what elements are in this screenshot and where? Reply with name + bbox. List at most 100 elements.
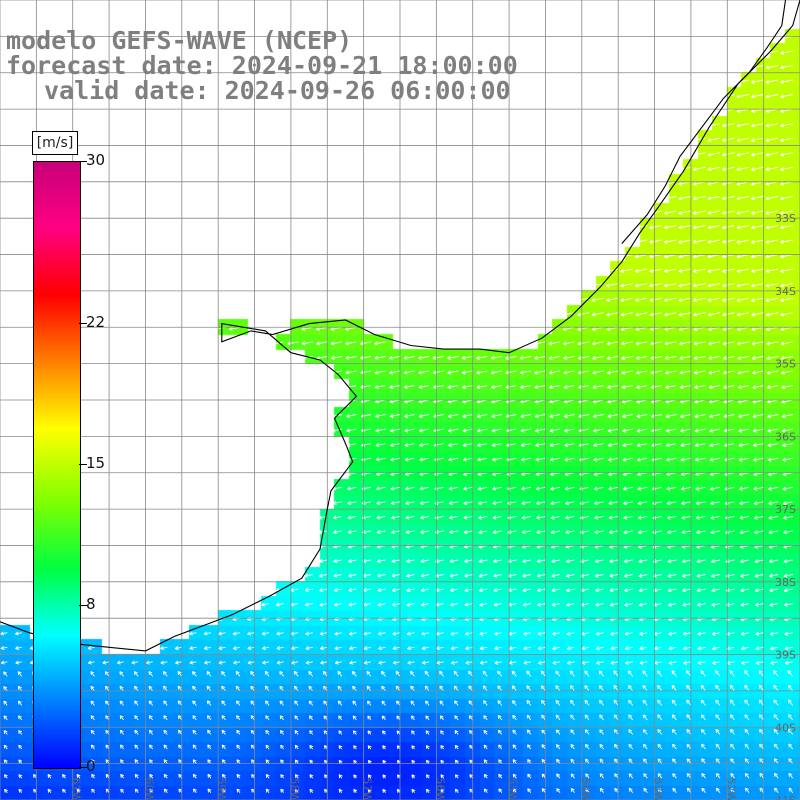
wind-arrow: [552, 660, 561, 665]
wind-arrow: [389, 384, 401, 390]
wind-arrow: [567, 660, 575, 665]
wind-arrow: [381, 700, 386, 706]
wind-arrow: [692, 181, 706, 186]
wind-arrow: [722, 254, 735, 259]
wind-arrow: [375, 413, 386, 419]
wind-arrow: [389, 355, 401, 361]
wind-arrow: [672, 773, 677, 779]
wind-arrow: [657, 787, 663, 793]
wind-arrow: [649, 283, 662, 288]
wind-arrow: [736, 123, 750, 128]
wind-arrow: [624, 646, 633, 651]
wind-arrow: [766, 326, 779, 332]
wind-arrow: [406, 631, 415, 636]
wind-arrow: [765, 94, 779, 99]
wind-arrow: [498, 773, 503, 779]
wind-arrow: [725, 530, 735, 535]
wind-arrow: [766, 355, 779, 361]
wind-arrow: [294, 715, 299, 721]
wind-arrow: [773, 699, 779, 706]
wind-arrow: [759, 743, 764, 750]
colorbar-tick-label: 30: [86, 151, 106, 169]
wind-arrow: [657, 773, 663, 779]
wind-arrow: [562, 326, 575, 332]
wind-arrow: [751, 239, 764, 244]
wind-arrow: [47, 773, 52, 779]
wind-arrow: [522, 573, 531, 578]
wind-arrow: [753, 486, 764, 491]
wind-arrow: [738, 457, 750, 462]
wind-arrow: [389, 370, 401, 375]
wind-arrow: [570, 699, 575, 706]
wind-arrow: [759, 728, 764, 735]
wind-arrow: [338, 715, 343, 721]
wind-arrow: [319, 602, 328, 607]
wind-arrow: [120, 788, 125, 793]
wind-arrow: [700, 714, 706, 721]
wind-arrow: [505, 413, 517, 419]
wind-arrow: [686, 684, 692, 692]
wind-arrow: [710, 486, 721, 491]
wind-arrow: [752, 385, 764, 390]
wind-arrow: [236, 773, 241, 779]
wind-arrow: [584, 743, 590, 750]
wind-arrow: [175, 660, 182, 665]
wind-arrow: [477, 486, 488, 491]
wind-arrow: [526, 699, 532, 706]
wind-arrow: [584, 729, 590, 735]
wind-arrow: [744, 714, 750, 721]
wind-arrow: [692, 195, 706, 201]
wind-arrow: [323, 700, 328, 706]
wind-arrow: [309, 759, 314, 764]
wind-arrow: [678, 254, 691, 259]
wind-arrow: [623, 559, 633, 564]
wind-arrow: [391, 588, 401, 593]
wind-arrow: [565, 573, 575, 578]
wind-arrow: [221, 700, 226, 706]
wind-arrow: [247, 631, 255, 636]
wind-arrow: [692, 166, 706, 172]
wind-arrow: [0, 645, 8, 651]
wind-arrow: [332, 486, 342, 491]
wind-arrow: [192, 715, 197, 721]
wind-arrow: [736, 225, 750, 230]
wind-arrow: [366, 700, 372, 706]
wind-arrow: [697, 646, 706, 651]
colorbar-tick: [79, 605, 87, 607]
wind-arrow: [788, 714, 794, 721]
wind-arrow: [410, 715, 415, 721]
wind-arrow: [454, 788, 459, 793]
wind-arrow: [649, 297, 662, 303]
wind-arrow: [4, 788, 8, 793]
wind-arrow: [773, 714, 779, 721]
wind-arrow: [628, 743, 634, 750]
coastline: [0, 0, 800, 652]
wind-arrow: [280, 774, 285, 779]
wind-arrow: [367, 759, 372, 764]
wind-arrow: [579, 457, 590, 462]
wind-arrow: [421, 646, 430, 651]
wind-arrow: [348, 573, 357, 578]
wind-arrow: [221, 685, 226, 692]
wind-arrow: [678, 225, 691, 230]
wind-arrow: [377, 602, 386, 607]
wind-arrow: [478, 573, 488, 578]
wind-arrow: [493, 602, 502, 607]
wind-arrow: [773, 772, 779, 779]
latitude-label: 38S: [775, 576, 796, 589]
wind-arrow: [541, 744, 546, 750]
wind-arrow: [564, 457, 575, 462]
wind-arrow: [579, 501, 590, 506]
wind-arrow: [715, 772, 721, 779]
wind-arrow: [668, 631, 677, 636]
wind-arrow: [378, 660, 386, 665]
wind-arrow: [338, 774, 343, 779]
wind-arrow: [119, 671, 124, 677]
wind-arrow: [628, 787, 634, 793]
wind-arrow: [593, 428, 604, 433]
wind-arrow: [692, 239, 706, 244]
wind-arrow: [345, 326, 357, 331]
wind-arrow: [751, 297, 764, 303]
latitude-label: 36S: [775, 430, 796, 443]
wind-arrow: [330, 355, 342, 360]
